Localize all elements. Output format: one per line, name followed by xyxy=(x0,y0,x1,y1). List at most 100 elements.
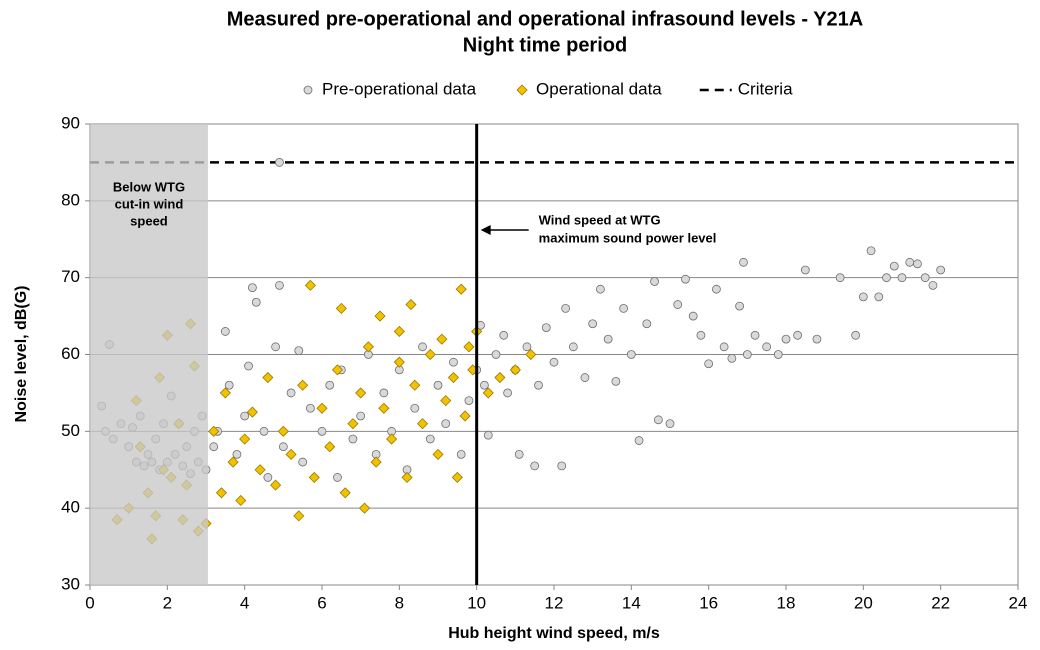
point xyxy=(286,388,296,398)
point xyxy=(735,301,744,311)
point xyxy=(441,419,451,429)
point xyxy=(889,261,899,271)
point xyxy=(259,426,269,436)
point xyxy=(247,283,257,293)
point xyxy=(386,433,398,445)
point xyxy=(362,341,374,353)
point xyxy=(642,319,652,329)
point xyxy=(432,448,444,460)
point xyxy=(874,292,884,302)
point xyxy=(762,342,772,352)
point xyxy=(339,487,351,499)
point xyxy=(459,410,471,422)
x-tick-label: 18 xyxy=(777,593,796,612)
point xyxy=(541,323,551,333)
legend-label: Pre-operational data xyxy=(322,79,477,98)
point xyxy=(271,342,281,352)
point xyxy=(568,342,578,352)
point xyxy=(665,419,675,429)
point xyxy=(418,342,427,352)
point xyxy=(251,297,261,307)
y-tick-label: 70 xyxy=(61,267,80,286)
point xyxy=(580,373,590,382)
point xyxy=(742,350,752,359)
point xyxy=(425,434,435,444)
point xyxy=(835,273,845,283)
point xyxy=(308,471,320,483)
point xyxy=(920,273,930,283)
point xyxy=(355,387,367,399)
point xyxy=(851,330,860,340)
x-tick-label: 6 xyxy=(317,593,326,612)
point xyxy=(235,494,247,507)
point xyxy=(522,342,532,352)
point xyxy=(347,418,359,430)
shaded-region xyxy=(90,124,208,585)
point xyxy=(455,283,467,295)
point xyxy=(626,350,636,359)
point xyxy=(905,257,915,267)
point xyxy=(335,302,347,314)
point xyxy=(378,402,390,414)
y-tick-label: 90 xyxy=(61,113,80,132)
point xyxy=(410,403,420,413)
annotation-arrowhead xyxy=(480,225,491,235)
point xyxy=(603,334,613,344)
point xyxy=(561,303,570,313)
point xyxy=(588,319,598,329)
chart-title: Measured pre-operational and operational… xyxy=(227,8,863,30)
shaded-label: cut-in wind xyxy=(115,196,184,211)
point xyxy=(494,371,506,384)
point xyxy=(712,284,721,294)
point xyxy=(897,273,907,283)
x-tick-label: 8 xyxy=(395,593,404,612)
x-tick-label: 22 xyxy=(931,593,950,612)
point xyxy=(866,246,876,256)
point xyxy=(491,350,501,359)
y-tick-label: 80 xyxy=(61,190,80,209)
point xyxy=(285,448,297,460)
point xyxy=(696,330,706,340)
point xyxy=(293,510,305,522)
point xyxy=(325,380,335,390)
point xyxy=(298,457,308,467)
point xyxy=(405,298,417,311)
point xyxy=(727,353,737,363)
shaded-label: speed xyxy=(130,213,168,228)
point xyxy=(244,361,253,371)
point xyxy=(449,357,458,367)
x-tick-label: 10 xyxy=(467,593,486,612)
point xyxy=(348,434,358,444)
point xyxy=(688,311,698,321)
x-tick-label: 24 xyxy=(1009,593,1028,612)
point xyxy=(549,357,559,367)
point xyxy=(270,479,282,491)
point xyxy=(503,388,513,398)
point xyxy=(254,464,266,476)
point xyxy=(393,356,405,368)
point xyxy=(456,449,466,459)
y-tick-label: 40 xyxy=(61,498,80,517)
y-tick-label: 30 xyxy=(61,574,80,593)
point xyxy=(324,441,336,453)
point xyxy=(219,387,231,399)
x-tick-label: 0 xyxy=(85,593,94,612)
y-axis-label: Noise level, dB(G) xyxy=(13,286,30,423)
point xyxy=(220,327,230,336)
point xyxy=(436,333,448,345)
point xyxy=(316,402,328,414)
point xyxy=(719,342,729,352)
point xyxy=(525,348,537,361)
y-tick-label: 50 xyxy=(61,421,80,440)
legend-marker xyxy=(303,85,313,95)
point xyxy=(514,449,524,459)
point xyxy=(440,395,452,407)
point xyxy=(800,265,810,275)
point xyxy=(239,433,251,445)
x-axis-label: Hub height wind speed, m/s xyxy=(448,625,660,642)
point xyxy=(333,473,342,482)
point xyxy=(416,418,429,430)
legend-label: Criteria xyxy=(738,79,793,98)
x-tick-label: 20 xyxy=(854,593,873,612)
